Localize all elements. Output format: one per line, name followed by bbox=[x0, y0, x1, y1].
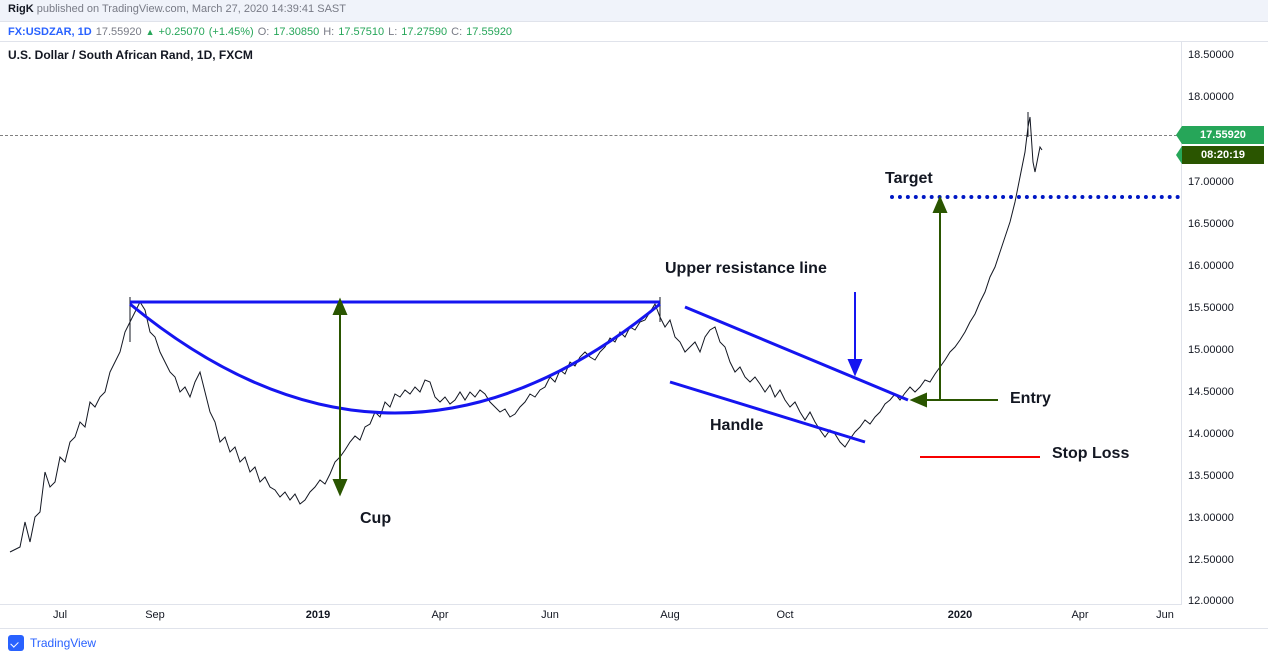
y-tick: 12.50000 bbox=[1188, 554, 1234, 566]
stop-loss-label: Stop Loss bbox=[1052, 445, 1129, 463]
x-tick: 2019 bbox=[306, 609, 330, 621]
current-price-line bbox=[0, 135, 1182, 136]
x-axis[interactable]: Jul Sep 2019 Apr Jun Aug Oct 2020 Apr Ju… bbox=[0, 604, 1182, 628]
chart-svg bbox=[0, 42, 1182, 604]
handle-label: Handle bbox=[710, 417, 763, 435]
close-val: 17.55920 bbox=[466, 26, 512, 38]
ticker-bar: FX:USDZAR, 1D 17.55920 ▲ +0.25070 (+1.45… bbox=[0, 22, 1268, 42]
x-tick: Apr bbox=[431, 609, 448, 621]
upper-resistance-label: Upper resistance line bbox=[665, 260, 827, 278]
high-val: 17.57510 bbox=[338, 26, 384, 38]
pub-text: published on TradingView.com, bbox=[37, 3, 189, 15]
x-tick: Oct bbox=[776, 609, 793, 621]
last-price: 17.55920 bbox=[96, 26, 142, 38]
x-tick: Jun bbox=[541, 609, 559, 621]
y-tick: 14.00000 bbox=[1188, 428, 1234, 440]
chart-pane[interactable]: U.S. Dollar / South African Rand, 1D, FX… bbox=[0, 42, 1182, 604]
symbol[interactable]: FX:USDZAR, 1D bbox=[8, 26, 92, 38]
x-tick: Apr bbox=[1071, 609, 1088, 621]
publish-header: RigK published on TradingView.com, March… bbox=[0, 0, 1268, 22]
y-tick: 13.50000 bbox=[1188, 470, 1234, 482]
tradingview-logo-icon[interactable] bbox=[8, 635, 24, 651]
stop-loss-line bbox=[920, 456, 1040, 458]
y-tick: 15.00000 bbox=[1188, 344, 1234, 356]
y-axis[interactable]: 18.50000 18.00000 17.55920 08:20:19 17.0… bbox=[1182, 42, 1268, 604]
y-tick: 16.50000 bbox=[1188, 218, 1234, 230]
change-pct: (+1.45%) bbox=[209, 26, 254, 38]
y-tick: 12.00000 bbox=[1188, 595, 1234, 607]
open-val: 17.30850 bbox=[273, 26, 319, 38]
countdown-tag: 08:20:19 bbox=[1182, 146, 1264, 164]
target-label: Target bbox=[885, 170, 933, 188]
y-tick: 15.50000 bbox=[1188, 302, 1234, 314]
change: +0.25070 bbox=[159, 26, 205, 38]
l-label: L: bbox=[388, 26, 397, 38]
x-tick: Jun bbox=[1156, 609, 1174, 621]
target-line bbox=[890, 195, 1180, 199]
y-tick: 13.00000 bbox=[1188, 512, 1234, 524]
brand-label[interactable]: TradingView bbox=[30, 636, 96, 650]
y-tick: 18.50000 bbox=[1188, 49, 1234, 61]
h-label: H: bbox=[323, 26, 334, 38]
x-tick: Aug bbox=[660, 609, 680, 621]
x-tick: Jul bbox=[53, 609, 67, 621]
footer: TradingView bbox=[0, 628, 1268, 656]
x-tick: 2020 bbox=[948, 609, 972, 621]
y-tick: 18.00000 bbox=[1188, 91, 1234, 103]
current-price-tag: 17.55920 bbox=[1182, 126, 1264, 144]
y-tick: 17.00000 bbox=[1188, 176, 1234, 188]
c-label: C: bbox=[451, 26, 462, 38]
up-arrow-icon: ▲ bbox=[146, 27, 155, 37]
y-tick: 16.00000 bbox=[1188, 260, 1234, 272]
author: RigK bbox=[8, 3, 34, 15]
x-tick: Sep bbox=[145, 609, 165, 621]
o-label: O: bbox=[258, 26, 270, 38]
cup-label: Cup bbox=[360, 510, 391, 528]
chart-title: U.S. Dollar / South African Rand, 1D, FX… bbox=[8, 48, 253, 62]
y-tick: 14.50000 bbox=[1188, 386, 1234, 398]
low-val: 17.27590 bbox=[401, 26, 447, 38]
entry-label: Entry bbox=[1010, 390, 1051, 408]
pub-timestamp: March 27, 2020 14:39:41 SAST bbox=[192, 3, 346, 15]
